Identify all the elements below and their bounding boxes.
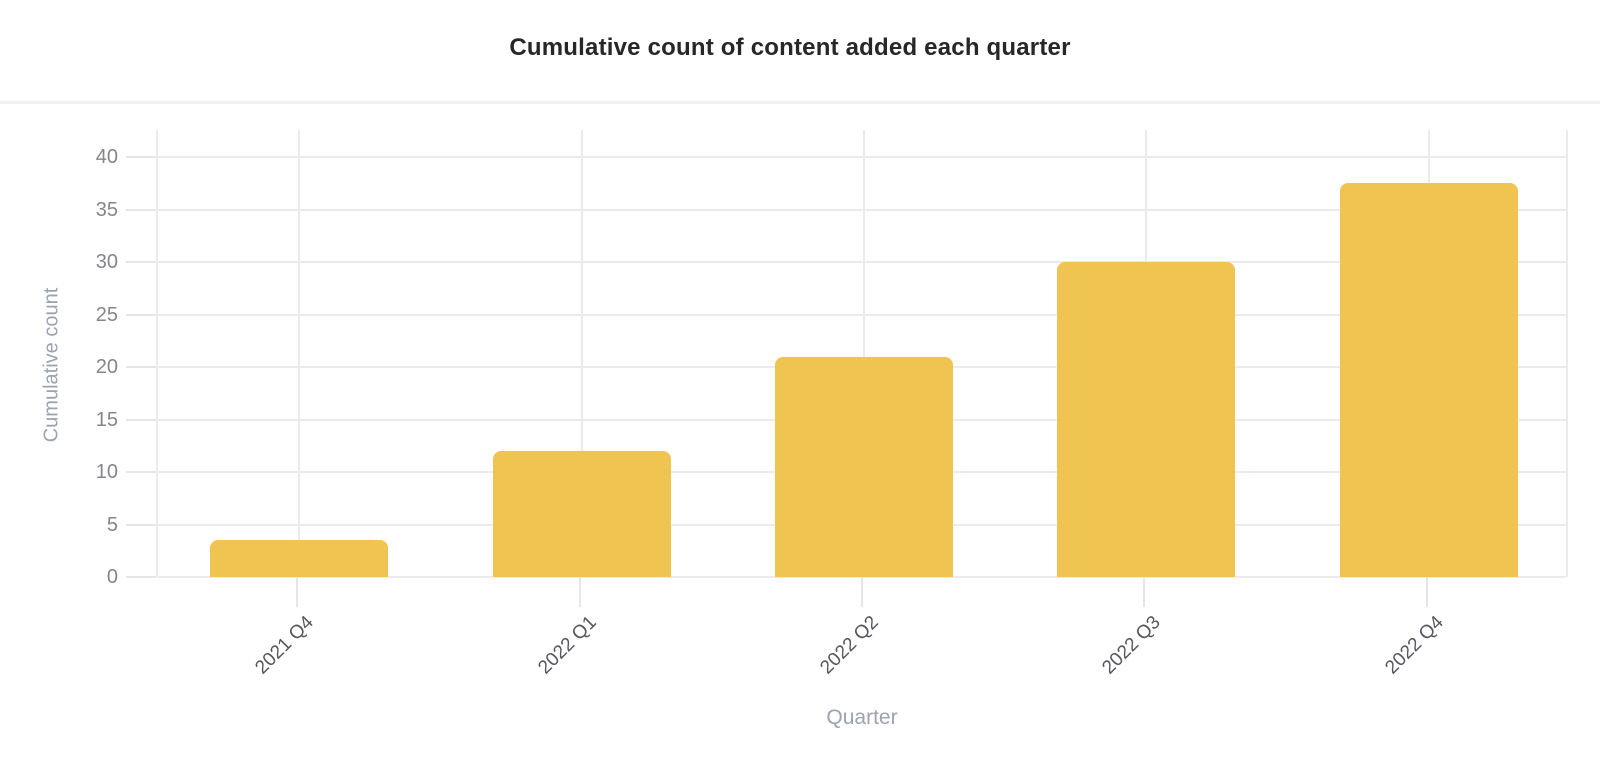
x-tick-mark	[296, 578, 299, 607]
h-gridline-30	[158, 261, 1566, 263]
y-tick-label-5: 5	[106, 513, 118, 536]
y-tick-mark	[126, 366, 156, 368]
y-tick-mark	[126, 261, 156, 263]
y-tick-mark	[126, 576, 156, 578]
x-tick-label-2021-q4: 2021 Q4	[251, 612, 319, 679]
y-tick-mark	[126, 313, 156, 316]
bar-2022-q3[interactable]	[1057, 262, 1236, 577]
y-tick-mark	[126, 523, 156, 526]
y-axis-title: Cumulative count	[40, 287, 63, 443]
x-tick-label-2022-q4: 2022 Q4	[1381, 612, 1448, 679]
y-tick-mark	[126, 156, 156, 158]
y-tick-mark	[126, 471, 156, 473]
y-tick-label-0: 0	[106, 566, 118, 588]
y-tick-label-35: 35	[95, 198, 118, 221]
x-axis-title: Quarter	[826, 706, 898, 729]
y-tick-mark	[126, 418, 156, 421]
x-tick-mark	[1143, 578, 1146, 607]
v-gridline-2021-q4	[298, 130, 301, 577]
x-tick-mark	[861, 578, 863, 607]
h-gridline-0	[158, 576, 1566, 578]
y-tick-label-15: 15	[95, 408, 118, 431]
plot-area	[156, 130, 1568, 578]
title-separator	[0, 101, 1600, 104]
chart-title: Cumulative count of content added each q…	[509, 34, 1071, 61]
x-tick-label-2022-q3: 2022 Q3	[1098, 612, 1166, 679]
bar-2022-q1[interactable]	[492, 451, 671, 577]
x-tick-mark	[1425, 578, 1428, 607]
y-tick-label-20: 20	[95, 356, 118, 378]
v-gridline-2022-q2	[863, 130, 865, 577]
h-gridline-40	[158, 156, 1566, 158]
x-tick-mark	[578, 578, 581, 607]
h-gridline-25	[158, 313, 1566, 316]
y-tick-mark	[126, 208, 156, 211]
bar-2021-q4[interactable]	[210, 540, 389, 577]
bar-2022-q2[interactable]	[775, 356, 953, 577]
h-gridline-35	[158, 208, 1566, 211]
y-tick-label-40: 40	[95, 146, 118, 168]
v-gridline-2022-q1	[580, 130, 583, 577]
x-tick-label-2022-q2: 2022 Q2	[816, 612, 883, 679]
x-tick-label-2022-q1: 2022 Q1	[534, 612, 601, 679]
y-tick-label-10: 10	[95, 461, 118, 483]
bar-2022-q4[interactable]	[1339, 183, 1518, 577]
y-tick-label-25: 25	[95, 303, 118, 326]
y-tick-label-30: 30	[95, 251, 118, 273]
